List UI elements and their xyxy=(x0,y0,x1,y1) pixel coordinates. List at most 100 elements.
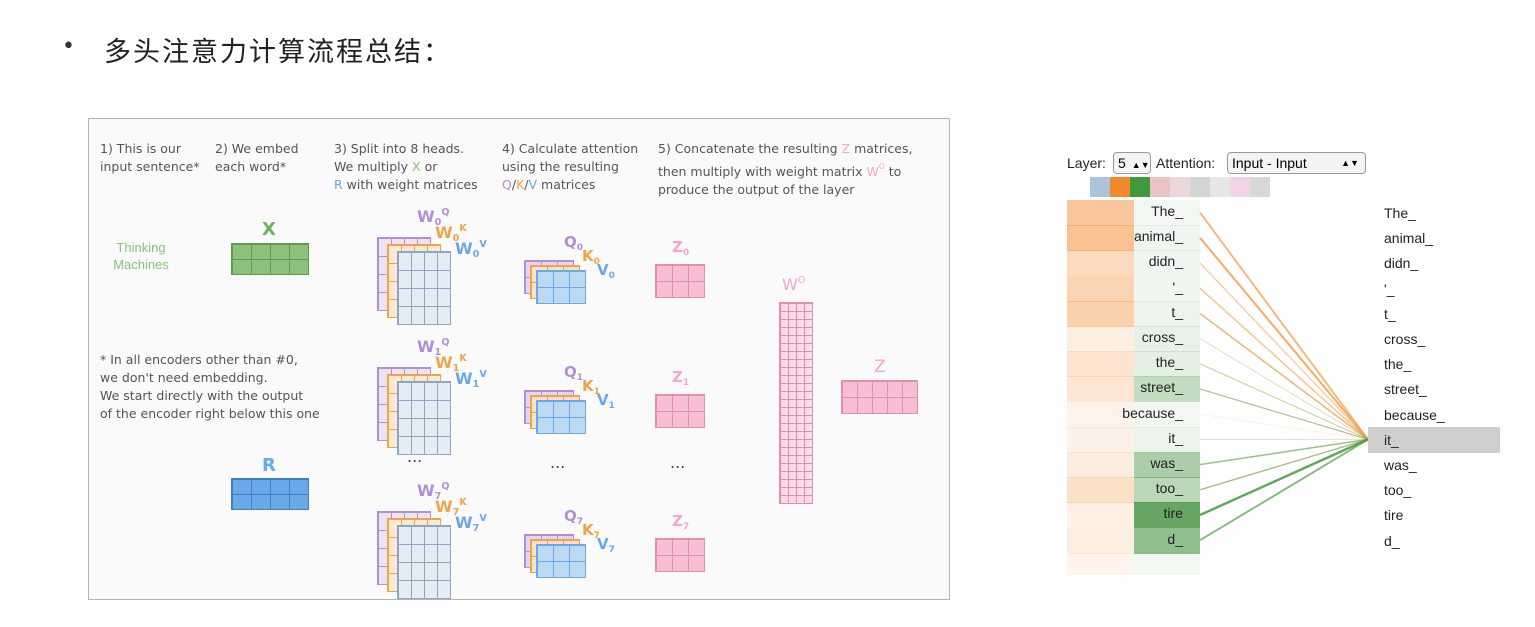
z-output-matrix xyxy=(841,380,918,414)
wv-matrix-0 xyxy=(397,251,451,325)
spinner-icon: ▲▼ xyxy=(1341,158,1359,168)
left-token[interactable]: street_ xyxy=(1140,379,1183,396)
slide-title: 多头注意力计算流程总结： xyxy=(104,37,452,68)
attention-value: Input - Input xyxy=(1232,155,1307,171)
ellipsis-qkv: ... xyxy=(550,453,566,472)
right-token[interactable]: was_ xyxy=(1384,457,1417,473)
orange-weight-cell xyxy=(1067,275,1134,302)
wv-label-0: W0V xyxy=(455,239,487,260)
orange-weight-cell xyxy=(1067,401,1134,428)
orange-weight-cell xyxy=(1067,250,1134,277)
orange-attention-line xyxy=(1199,439,1369,516)
green-weight-cell xyxy=(1134,452,1200,478)
right-token[interactable]: '_ xyxy=(1384,280,1395,297)
wo-matrix xyxy=(779,302,813,504)
orange-weight-cell xyxy=(1067,452,1134,478)
input-sentence: Thinking Machines xyxy=(113,240,169,272)
right-token[interactable]: didn_ xyxy=(1384,255,1419,272)
bullet-point: • xyxy=(62,34,75,59)
v-label-7: V7 xyxy=(597,535,615,555)
orange-attention-line xyxy=(1199,439,1369,541)
orange-weight-cell xyxy=(1067,326,1134,352)
left-token[interactable]: it_ xyxy=(1168,429,1183,446)
right-token[interactable]: too_ xyxy=(1384,482,1412,499)
orange-attention-line xyxy=(1199,287,1369,440)
left-token[interactable]: animal_ xyxy=(1133,228,1183,245)
k-label-7: K7 xyxy=(582,521,600,541)
step-2-text: 2) We embed each word* xyxy=(215,141,299,174)
right-token[interactable]: street_ xyxy=(1384,381,1427,398)
head-swatch[interactable] xyxy=(1190,177,1210,197)
right-token[interactable]: tire xyxy=(1384,507,1404,524)
left-token[interactable]: t_ xyxy=(1171,303,1183,320)
head-swatch[interactable] xyxy=(1110,177,1130,197)
x-ref: X xyxy=(412,159,421,174)
attention-select[interactable]: Input - Input ▲▼ xyxy=(1227,152,1366,174)
left-token[interactable]: was_ xyxy=(1150,455,1183,471)
head-swatch[interactable] xyxy=(1090,177,1110,197)
left-token[interactable]: d_ xyxy=(1167,530,1183,547)
head-swatch[interactable] xyxy=(1130,177,1150,197)
green-attention-line xyxy=(1199,313,1369,440)
k-label-1: K1 xyxy=(582,377,600,397)
wv-label-1: W1V xyxy=(455,369,487,390)
wk-label-0: W0K xyxy=(435,223,467,244)
v-matrix-7 xyxy=(536,544,586,578)
layer-value: 5 xyxy=(1118,155,1126,171)
attention-label: Attention: xyxy=(1156,155,1216,171)
right-token[interactable]: t_ xyxy=(1384,305,1396,322)
wv-matrix-1 xyxy=(397,381,451,455)
z-label-1: Z1 xyxy=(672,368,690,388)
orange-weight-cell xyxy=(1067,376,1134,403)
x-label: X xyxy=(262,219,276,240)
head-swatch[interactable] xyxy=(1210,177,1230,197)
orange-attention-line xyxy=(1199,438,1369,491)
ellipsis-z: ... xyxy=(670,453,686,472)
right-token[interactable]: animal_ xyxy=(1384,230,1434,247)
left-token[interactable]: The_ xyxy=(1151,203,1183,219)
orange-attention-line xyxy=(1199,212,1369,440)
k-label-0: K0 xyxy=(582,247,600,267)
left-token[interactable]: because_ xyxy=(1122,404,1183,421)
green-weight-cell xyxy=(1134,300,1200,327)
left-token[interactable]: didn_ xyxy=(1148,253,1183,270)
left-token[interactable]: '_ xyxy=(1172,278,1183,295)
v-matrix-1 xyxy=(536,400,586,434)
head-swatch[interactable] xyxy=(1230,177,1250,197)
left-token[interactable]: the_ xyxy=(1155,354,1183,371)
right-token[interactable]: d_ xyxy=(1384,532,1400,549)
z-matrix-0 xyxy=(655,264,705,298)
orange-attention-line xyxy=(1199,413,1369,440)
z-matrix-1 xyxy=(655,394,705,428)
orange-weight-cell xyxy=(1067,502,1134,529)
wv-label-7: W7V xyxy=(455,513,487,534)
layer-select[interactable]: 5 ▲▼ xyxy=(1113,152,1151,174)
orange-attention-line xyxy=(1199,363,1369,440)
head-swatch[interactable] xyxy=(1170,177,1190,197)
head-swatch[interactable] xyxy=(1150,177,1170,197)
x-embedding-grid xyxy=(231,243,309,275)
left-token[interactable]: too_ xyxy=(1155,480,1183,497)
right-token[interactable]: it_ xyxy=(1368,426,1500,453)
left-token[interactable]: cross_ xyxy=(1141,329,1183,345)
right-token[interactable]: The_ xyxy=(1384,205,1416,221)
wo-o: O xyxy=(797,275,806,286)
right-token[interactable]: the_ xyxy=(1384,356,1412,373)
orange-weight-cell xyxy=(1067,477,1134,504)
orange-weight-cell xyxy=(1067,351,1134,378)
right-token[interactable]: because_ xyxy=(1384,406,1445,423)
green-attention-line xyxy=(1199,438,1369,517)
v-label-0: V0 xyxy=(597,261,615,281)
left-token[interactable]: tire xyxy=(1163,505,1183,522)
q-label-1: Q1 xyxy=(564,363,584,383)
multi-head-attention-diagram: 1) This is our input sentence* 2) We emb… xyxy=(88,118,950,600)
wv-matrix-7 xyxy=(397,525,451,599)
head-swatch[interactable] xyxy=(1250,177,1270,197)
q-label-7: Q7 xyxy=(564,507,584,527)
green-weight-cell xyxy=(1134,326,1200,352)
orange-attention-line xyxy=(1199,262,1369,440)
orange-attention-line xyxy=(1199,338,1369,440)
right-token[interactable]: cross_ xyxy=(1384,331,1426,347)
q-label-0: Q0 xyxy=(564,233,584,253)
r-ref: R xyxy=(334,177,343,192)
